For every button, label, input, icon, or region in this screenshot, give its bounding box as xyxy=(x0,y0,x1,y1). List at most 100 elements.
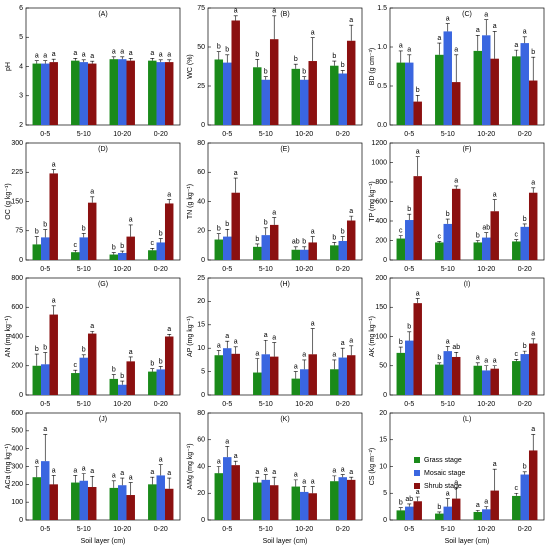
error-bar xyxy=(81,473,86,481)
error-bar xyxy=(514,359,519,362)
bar xyxy=(269,356,279,395)
y-tick-label: 10 xyxy=(197,345,205,352)
x-tick-label: 0-20 xyxy=(154,401,168,408)
bar xyxy=(413,303,422,395)
bar xyxy=(490,211,499,260)
bar xyxy=(330,65,339,125)
y-axis-label: WC (%) xyxy=(187,54,194,79)
y-axis-label: ACa (mg kg⁻¹) xyxy=(5,444,12,489)
error-bar xyxy=(492,199,497,212)
y-axis-label: AP (mg kg⁻¹) xyxy=(187,316,194,357)
significance-letter: a xyxy=(217,458,221,465)
significance-letter: a xyxy=(531,331,535,338)
y-tick-label: 0 xyxy=(201,392,205,399)
x-tick-label: 0-20 xyxy=(518,266,532,273)
bar xyxy=(214,355,224,395)
bar xyxy=(164,488,174,520)
error-bar xyxy=(233,15,238,21)
error-bar xyxy=(454,54,459,83)
bar xyxy=(71,482,80,520)
bar xyxy=(269,485,279,520)
significance-letter: a xyxy=(73,50,77,57)
error-bar xyxy=(492,31,497,59)
error-bar xyxy=(128,58,133,61)
error-bar xyxy=(233,460,238,466)
x-tick-label: 10-20 xyxy=(295,131,313,138)
bar xyxy=(269,224,279,260)
x-tick-label: 0-20 xyxy=(518,401,532,408)
error-bar xyxy=(216,350,221,356)
x-axis-label: Soil layer (cm) xyxy=(81,538,126,545)
error-bar xyxy=(484,19,489,36)
significance-letter: b xyxy=(159,358,163,365)
bar xyxy=(528,450,538,520)
error-bar xyxy=(349,215,354,221)
significance-letter: a xyxy=(217,342,221,349)
error-bar xyxy=(514,239,519,242)
bar xyxy=(253,67,262,125)
error-bar xyxy=(51,475,56,485)
plot-frame xyxy=(207,7,363,126)
significance-letter: a xyxy=(454,47,458,54)
error-bar xyxy=(398,507,403,511)
bar xyxy=(32,63,42,125)
bar xyxy=(435,364,444,395)
bar xyxy=(346,355,356,395)
bar xyxy=(396,510,406,520)
error-bar xyxy=(293,246,298,250)
error-bar xyxy=(73,249,78,253)
error-bar xyxy=(255,243,260,247)
error-bar xyxy=(484,365,489,371)
error-bar xyxy=(437,241,442,243)
significance-letter: a xyxy=(446,338,450,345)
significance-letter: a xyxy=(416,290,420,297)
significance-letter: a xyxy=(234,170,238,177)
panel-title: (B) xyxy=(280,11,289,18)
significance-letter: a xyxy=(82,52,86,59)
significance-letter: c xyxy=(515,351,519,358)
significance-letter: b xyxy=(43,221,47,228)
bar xyxy=(261,479,270,520)
error-bar xyxy=(407,213,412,221)
y-tick-label: 0 xyxy=(19,517,23,524)
bar xyxy=(109,378,119,395)
significance-letter: a xyxy=(407,47,411,54)
bar xyxy=(338,357,347,395)
significance-letter: b xyxy=(225,221,229,228)
bar xyxy=(405,62,414,125)
significance-letter: b xyxy=(120,373,124,380)
error-bar xyxy=(454,487,459,499)
significance-letter: b xyxy=(341,228,345,235)
error-bar xyxy=(128,356,133,362)
error-bar xyxy=(263,227,268,236)
significance-letter: a xyxy=(302,352,306,359)
bar xyxy=(156,369,165,395)
error-bar xyxy=(484,506,489,510)
significance-letter: a xyxy=(255,469,259,476)
bar xyxy=(223,62,232,125)
x-tick-label: 5-10 xyxy=(77,401,91,408)
y-axis-label: BD (g cm⁻³) xyxy=(369,48,376,86)
panel-title: (E) xyxy=(280,146,289,153)
bar xyxy=(49,62,58,125)
significance-letter: a xyxy=(112,49,116,56)
significance-letter: c xyxy=(74,362,78,369)
bar xyxy=(528,192,538,260)
error-bar xyxy=(340,70,345,74)
significance-letter: a xyxy=(484,498,488,505)
error-bar xyxy=(437,511,442,514)
bar xyxy=(269,39,279,126)
bar xyxy=(148,484,157,520)
significance-letter: a xyxy=(43,426,47,433)
significance-letter: a xyxy=(493,23,497,30)
bar xyxy=(261,235,270,260)
bar xyxy=(49,173,58,260)
bar xyxy=(291,249,301,260)
error-bar xyxy=(415,156,420,177)
x-tick-label: 0-5 xyxy=(404,401,414,408)
significance-letter: b xyxy=(476,232,480,239)
significance-letter: b xyxy=(35,228,39,235)
significance-letter: a xyxy=(476,27,480,34)
significance-letter: a xyxy=(90,323,94,330)
bar xyxy=(32,244,42,260)
